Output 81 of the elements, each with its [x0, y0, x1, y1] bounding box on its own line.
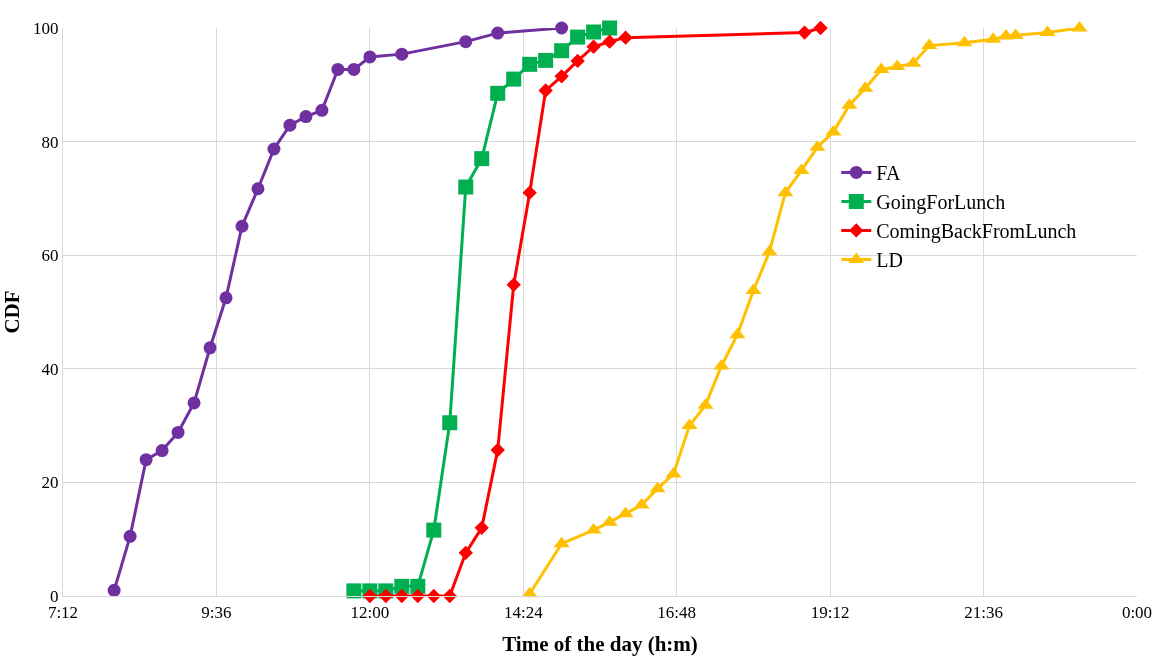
y-axis-title: CDF — [0, 290, 24, 334]
legend-label: LD — [876, 249, 903, 272]
y-tick-label: 100 — [32, 18, 59, 38]
point — [347, 62, 361, 76]
point — [649, 481, 666, 493]
point — [570, 53, 585, 69]
x-tick-label: 21:36 — [964, 602, 1003, 622]
point — [777, 185, 794, 197]
point — [956, 35, 973, 47]
point — [458, 545, 473, 560]
point — [363, 50, 377, 64]
point — [490, 85, 506, 101]
point — [474, 151, 490, 167]
x-tick-label: 16:48 — [657, 602, 697, 622]
point — [267, 142, 281, 156]
point — [203, 341, 217, 355]
point — [586, 24, 602, 40]
point — [235, 219, 249, 233]
point — [665, 466, 682, 478]
point — [729, 327, 746, 339]
point — [522, 185, 537, 200]
y-tick-label: 40 — [41, 359, 59, 379]
legend-label: FA — [876, 162, 901, 185]
y-tick-label: 80 — [41, 132, 59, 152]
point — [797, 25, 812, 40]
point — [570, 29, 586, 45]
x-tick-label: 9:36 — [201, 602, 232, 622]
point — [346, 583, 362, 599]
point — [490, 442, 505, 458]
x-tick-label: 14:24 — [503, 602, 544, 622]
point — [362, 588, 378, 604]
point — [793, 163, 810, 175]
point — [506, 277, 521, 292]
point — [474, 520, 489, 535]
point — [506, 71, 522, 87]
point — [123, 529, 137, 543]
y-tick-label: 60 — [41, 246, 59, 266]
point — [315, 103, 329, 117]
legend-label: GoingForLunch — [876, 191, 1006, 215]
point — [458, 179, 474, 195]
point — [553, 536, 570, 548]
point — [555, 21, 569, 35]
x-tick-label: 0:00 — [1121, 602, 1153, 622]
point — [889, 59, 906, 71]
point — [426, 522, 442, 538]
x-axis-title: Time of the day (h:m) — [502, 632, 698, 656]
y-tick-label: 20 — [41, 473, 59, 493]
point — [171, 425, 185, 439]
point — [602, 20, 618, 36]
point — [586, 39, 601, 54]
point — [283, 118, 297, 132]
point — [825, 124, 842, 136]
x-tick-label: 12:00 — [350, 602, 390, 622]
point — [459, 35, 473, 49]
point — [491, 26, 505, 40]
point — [617, 506, 634, 518]
point — [299, 110, 313, 124]
point — [618, 30, 633, 45]
point — [681, 418, 698, 430]
point — [395, 47, 409, 61]
point — [155, 444, 169, 458]
point — [921, 38, 938, 50]
point — [219, 291, 233, 305]
point — [442, 415, 458, 431]
x-tick-label: 19:12 — [810, 602, 850, 622]
point — [554, 69, 569, 84]
point — [522, 56, 538, 72]
point — [251, 182, 265, 196]
point — [187, 396, 201, 410]
point — [538, 52, 554, 68]
point — [761, 244, 778, 256]
legend-label: ComingBackFromLunch — [876, 220, 1077, 244]
point — [813, 20, 828, 36]
point — [139, 453, 153, 467]
point — [713, 358, 730, 370]
point — [554, 43, 570, 59]
point — [331, 62, 345, 76]
point — [538, 83, 553, 98]
point — [1039, 25, 1056, 37]
point — [602, 34, 617, 49]
point — [107, 583, 121, 597]
